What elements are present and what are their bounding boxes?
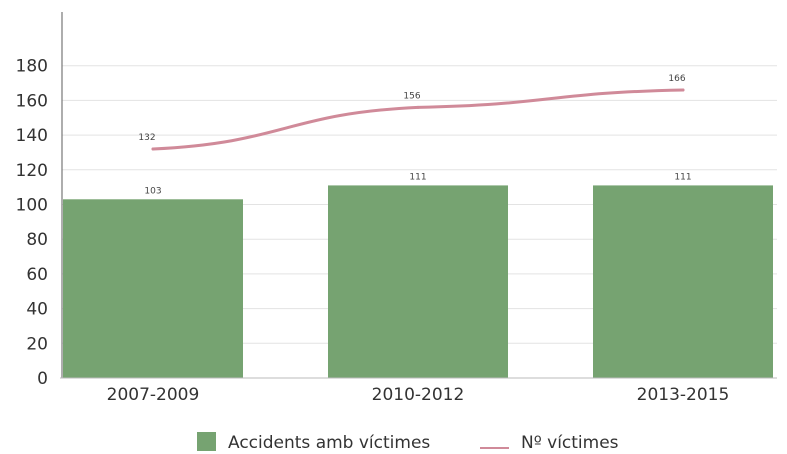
- line-series: [151, 88, 685, 151]
- line-point: [151, 147, 155, 151]
- line-point: [681, 88, 685, 92]
- bar-value-label: 111: [409, 172, 426, 182]
- line-value-label: 132: [138, 133, 155, 143]
- bar-2007-2009: [63, 199, 243, 378]
- x-tick-label: 2007-2009: [107, 385, 200, 405]
- x-tick-label: 2013-2015: [637, 385, 730, 405]
- bar-value-label: 111: [674, 172, 691, 182]
- legend-bar-label: Accidents amb víctimes: [228, 433, 430, 453]
- y-tick-label: 160: [16, 91, 48, 111]
- line-value-label: 156: [403, 91, 420, 101]
- bar-2013-2015: [593, 185, 773, 378]
- data-labels: 103 111 111 132 156 166: [138, 74, 691, 196]
- y-tick-label: 120: [16, 161, 48, 181]
- bar-2010-2012: [328, 185, 508, 378]
- y-tick-label: 100: [16, 196, 48, 216]
- bar-value-label: 103: [144, 186, 161, 196]
- line-point: [416, 105, 420, 109]
- y-tick-label: 20: [26, 334, 48, 354]
- legend-bar-swatch: [197, 432, 216, 451]
- y-tick-label: 0: [37, 369, 48, 389]
- line-value-label: 166: [668, 74, 685, 84]
- x-tick-label: 2010-2012: [372, 385, 465, 405]
- bar-series: [63, 185, 773, 378]
- y-tick-label: 180: [16, 57, 48, 77]
- axes: 0 20 40 60 80 100 120 140 160 180 2007-2009 2010-20…: [16, 12, 777, 405]
- y-tick-label: 140: [16, 126, 48, 146]
- legend: Accidents amb víctimes Nº víctimes: [197, 432, 619, 453]
- legend-line-label: Nº víctimes: [521, 433, 619, 453]
- y-tick-label: 40: [26, 300, 48, 320]
- y-tick-label: 80: [26, 230, 48, 250]
- y-tick-label: 60: [26, 265, 48, 285]
